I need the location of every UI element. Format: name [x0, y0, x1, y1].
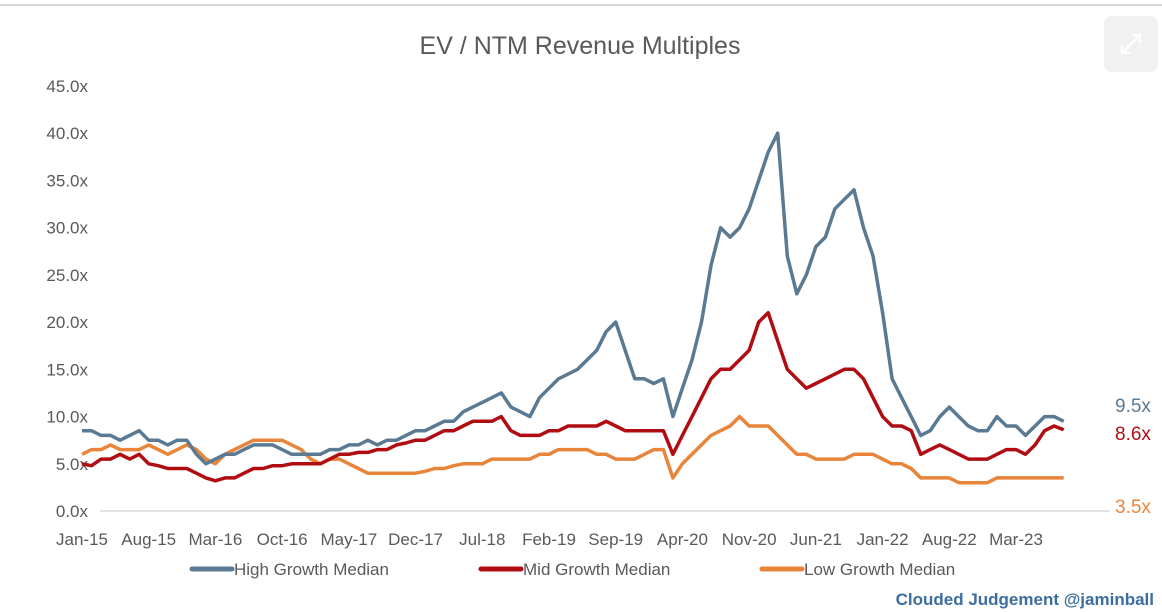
x-tick-label: Feb-19 [522, 530, 576, 549]
y-tick-label: 40.0x [46, 124, 88, 143]
top-divider [0, 4, 1162, 6]
legend-label: High Growth Median [234, 560, 389, 579]
legend-label: Low Growth Median [804, 560, 955, 579]
series-line-low-growth-median [81, 414, 1064, 485]
x-tick-label: Nov-20 [722, 530, 777, 549]
expand-icon [1120, 33, 1142, 55]
y-tick-label: 15.0x [46, 360, 88, 379]
x-tick-label: Mar-23 [989, 530, 1043, 549]
x-tick-label: Jan-15 [56, 530, 108, 549]
y-tick-label: 25.0x [46, 266, 88, 285]
y-tick-label: 30.0x [46, 219, 88, 238]
end-value-label: 8.6x [1115, 424, 1151, 445]
credit-text: Clouded Judgement @jaminball [895, 590, 1154, 609]
x-tick-label: Jul-18 [459, 530, 505, 549]
end-value-label: 3.5x [1115, 497, 1151, 518]
x-tick-label: Dec-17 [388, 530, 443, 549]
expand-button[interactable] [1104, 16, 1158, 72]
y-tick-label: 20.0x [46, 313, 88, 332]
x-tick-label: Aug-22 [922, 530, 977, 549]
y-tick-label: 0.0x [56, 502, 89, 521]
y-tick-label: 5.0x [56, 455, 89, 474]
y-tick-label: 45.0x [46, 77, 88, 96]
x-tick-label: Mar-16 [188, 530, 242, 549]
x-tick-label: Jun-21 [790, 530, 842, 549]
chart-title: EV / NTM Revenue Multiples [420, 32, 741, 60]
y-tick-label: 10.0x [46, 408, 88, 427]
legend-label: Mid Growth Median [523, 560, 670, 579]
series-line-mid-growth-median [81, 310, 1065, 483]
series-line-high-growth-median [82, 131, 1065, 466]
x-tick-label: Oct-16 [257, 530, 308, 549]
x-tick-label: May-17 [321, 530, 378, 549]
y-tick-label: 35.0x [46, 171, 88, 190]
x-tick-label: Apr-20 [657, 530, 708, 549]
x-tick-label: Aug-15 [121, 530, 176, 549]
x-tick-label: Sep-19 [588, 530, 643, 549]
x-tick-label: Jan-22 [857, 530, 909, 549]
end-value-label: 9.5x [1115, 396, 1151, 417]
